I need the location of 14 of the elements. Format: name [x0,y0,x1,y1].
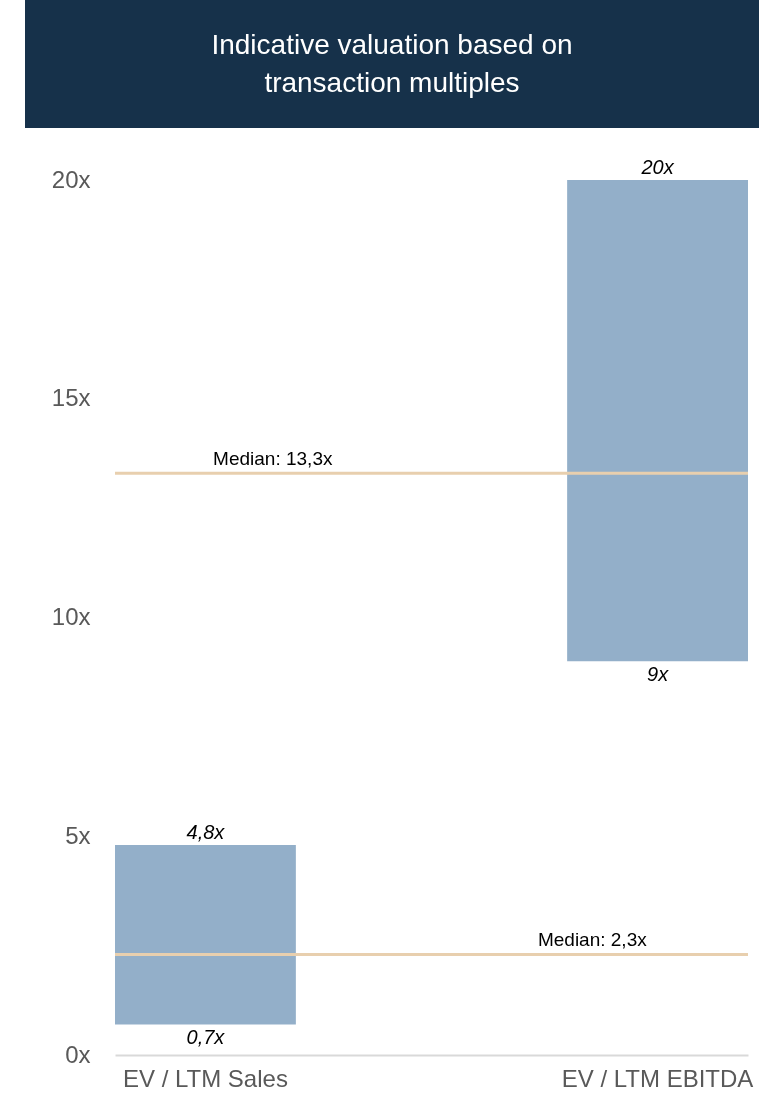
y-tick-label: 5x [65,821,91,849]
y-tick-label: 20x [51,165,91,193]
y-tick-label: 15x [51,384,91,412]
annotation: 20x [640,156,675,178]
y-tick-label: 0x [65,1040,91,1068]
x-tick-label: EV / LTM Sales [122,1064,288,1092]
chart-title: Indicative valuation based on transaction multiples [25,0,759,128]
annotation: 9x [647,663,670,686]
ref-line-label: Median: 13,3x [213,448,333,470]
annotation: 4,8x [186,821,226,843]
x-tick-label: EV / LTM EBITDA [561,1064,754,1092]
y-tick-label: 10x [51,603,91,630]
ref-line-label: Median: 2,3x [537,929,648,951]
annotation: 0,7x [186,1026,226,1049]
